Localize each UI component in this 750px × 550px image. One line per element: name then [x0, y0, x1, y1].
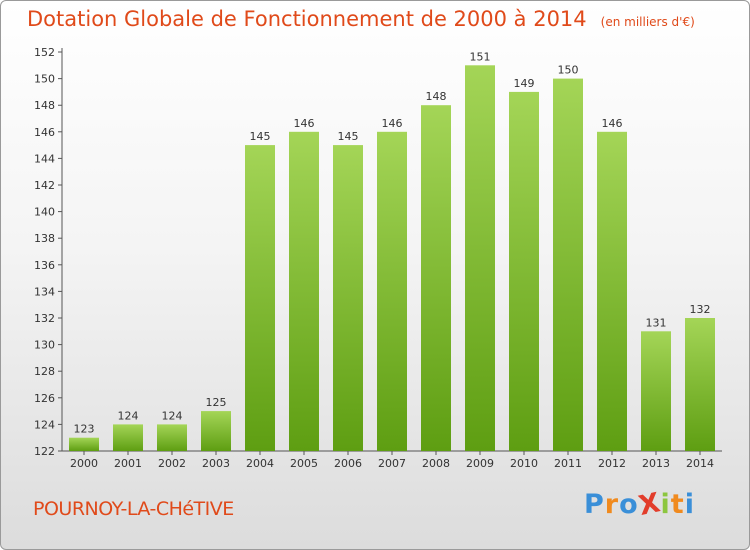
- bar-2014: [685, 318, 715, 451]
- x-tick-label: 2013: [642, 457, 670, 470]
- x-tick-label: 2006: [334, 457, 362, 470]
- bar-value-label: 151: [470, 50, 491, 63]
- x-tick-label: 2001: [114, 457, 142, 470]
- logo-letter: o: [619, 489, 639, 520]
- y-tick-label: 150: [34, 73, 55, 86]
- y-tick-label: 152: [34, 46, 55, 59]
- bar-2007: [377, 131, 407, 452]
- y-tick-label: 130: [34, 339, 55, 352]
- bar-value-label: 149: [514, 77, 535, 90]
- y-tick-label: 122: [34, 445, 55, 458]
- bar-value-label: 132: [690, 303, 711, 316]
- x-tick-label: 2009: [466, 457, 494, 470]
- x-tick-label: 2003: [202, 457, 230, 470]
- x-tick-label: 2004: [246, 457, 274, 470]
- bar-value-label: 124: [118, 409, 139, 422]
- bar-2002: [157, 424, 187, 451]
- y-tick-label: 148: [34, 99, 55, 112]
- y-tick-label: 140: [34, 206, 55, 219]
- y-tick-label: 132: [34, 312, 55, 325]
- bar-2010: [509, 91, 539, 452]
- bar-value-label: 146: [294, 117, 315, 130]
- y-tick-label: 134: [34, 285, 55, 298]
- x-tick-label: 2008: [422, 457, 450, 470]
- y-tick-label: 124: [34, 418, 55, 431]
- bar-value-label: 124: [162, 409, 183, 422]
- x-tick-label: 2007: [378, 457, 406, 470]
- y-tick-label: 128: [34, 365, 55, 378]
- bar-value-label: 145: [250, 130, 271, 143]
- bar-2006: [333, 145, 363, 451]
- x-tick-label: 2002: [158, 457, 186, 470]
- logo-letter: i: [684, 489, 695, 520]
- bar-value-label: 131: [646, 316, 667, 329]
- logo-letter: t: [670, 489, 685, 520]
- x-tick-label: 2012: [598, 457, 626, 470]
- y-tick-label: 144: [34, 152, 55, 165]
- bar-value-label: 148: [426, 90, 447, 103]
- y-tick-label: 136: [34, 259, 55, 272]
- bar-value-label: 125: [206, 396, 227, 409]
- x-tick-label: 2014: [686, 457, 714, 470]
- bar-2008: [421, 105, 451, 451]
- x-tick-label: 2010: [510, 457, 538, 470]
- bar-value-label: 123: [74, 423, 95, 436]
- bar-2011: [553, 78, 583, 451]
- place-name: POURNOY-LA-CHéTIVE: [33, 498, 234, 520]
- logo-letter: X: [635, 487, 664, 522]
- bar-2003: [201, 411, 231, 451]
- bar-value-label: 150: [558, 64, 579, 77]
- logo-letter: P: [584, 489, 605, 520]
- logo-letter: r: [604, 489, 620, 520]
- bar-value-label: 145: [338, 130, 359, 143]
- bar-value-label: 146: [602, 117, 623, 130]
- bar-2004: [245, 145, 275, 451]
- bar-2013: [641, 331, 671, 451]
- bar-2012: [597, 131, 627, 452]
- bar-2001: [113, 424, 143, 451]
- y-tick-label: 142: [34, 179, 55, 192]
- chart-unit-note: (en milliers d'€): [600, 15, 695, 29]
- y-tick-label: 126: [34, 392, 55, 405]
- x-tick-label: 2000: [70, 457, 98, 470]
- y-tick-label: 138: [34, 232, 55, 245]
- chart-title: Dotation Globale de Fonctionnement de 20…: [27, 7, 587, 31]
- x-tick-label: 2005: [290, 457, 318, 470]
- logo-letter: i: [660, 489, 671, 520]
- bar-2000: [69, 437, 99, 451]
- y-tick-label: 146: [34, 126, 55, 139]
- x-tick-label: 2011: [554, 457, 582, 470]
- bar-2009: [465, 65, 495, 452]
- bar-2005: [289, 131, 319, 452]
- proxiti-logo[interactable]: ProXiti: [584, 487, 695, 522]
- chart-title-block: Dotation Globale de Fonctionnement de 20…: [27, 7, 695, 31]
- bar-value-label: 146: [382, 117, 403, 130]
